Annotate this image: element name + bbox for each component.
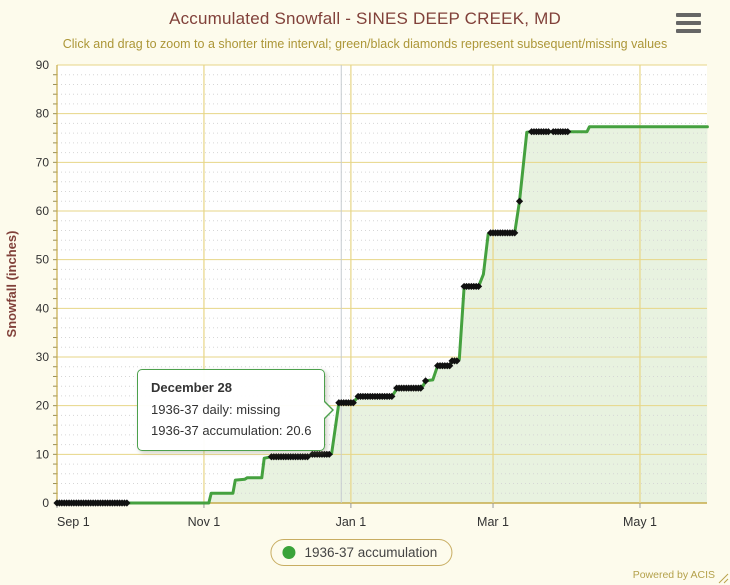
svg-text:0: 0 [42, 496, 49, 510]
hamburger-menu-icon [676, 13, 701, 17]
svg-text:50: 50 [36, 253, 50, 267]
svg-text:70: 70 [36, 155, 50, 169]
hamburger-menu-icon [676, 29, 701, 33]
svg-text:Mar 1: Mar 1 [477, 515, 509, 529]
resize-handle-icon [718, 573, 729, 584]
legend-item[interactable]: 1936-37 accumulation [270, 539, 453, 566]
legend-marker-icon [282, 546, 296, 559]
svg-text:40: 40 [36, 301, 50, 315]
svg-text:Snowfall (inches): Snowfall (inches) [4, 231, 19, 338]
legend-label: 1936-37 accumulation [304, 545, 438, 560]
svg-text:Jan 1: Jan 1 [336, 515, 367, 529]
tooltip-daily-value: 1936-37 daily: missing [151, 401, 281, 417]
svg-text:30: 30 [36, 350, 50, 364]
svg-text:20: 20 [36, 399, 50, 413]
svg-text:May 1: May 1 [623, 515, 657, 529]
chart-tooltip: December 28 1936-37 daily: missing 1936-… [137, 369, 335, 452]
chart-title: Accumulated Snowfall - SINES DEEP CREEK,… [169, 9, 561, 28]
svg-text:90: 90 [36, 58, 50, 72]
chart-subtitle: Click and drag to zoom to a shorter time… [62, 37, 668, 51]
svg-text:60: 60 [36, 204, 50, 218]
hamburger-menu-icon [676, 21, 701, 25]
tooltip-accumulation-value: 1936-37 accumulation: 20.6 [151, 422, 312, 438]
svg-text:80: 80 [36, 107, 50, 121]
chart-context-menu-button[interactable] [676, 13, 702, 33]
tooltip-date: December 28 [151, 380, 232, 395]
svg-text:Sep 1: Sep 1 [57, 515, 90, 529]
acis-credit-link[interactable]: Powered by ACIS [632, 569, 715, 581]
svg-text:10: 10 [36, 447, 50, 461]
svg-text:Nov 1: Nov 1 [188, 515, 221, 529]
